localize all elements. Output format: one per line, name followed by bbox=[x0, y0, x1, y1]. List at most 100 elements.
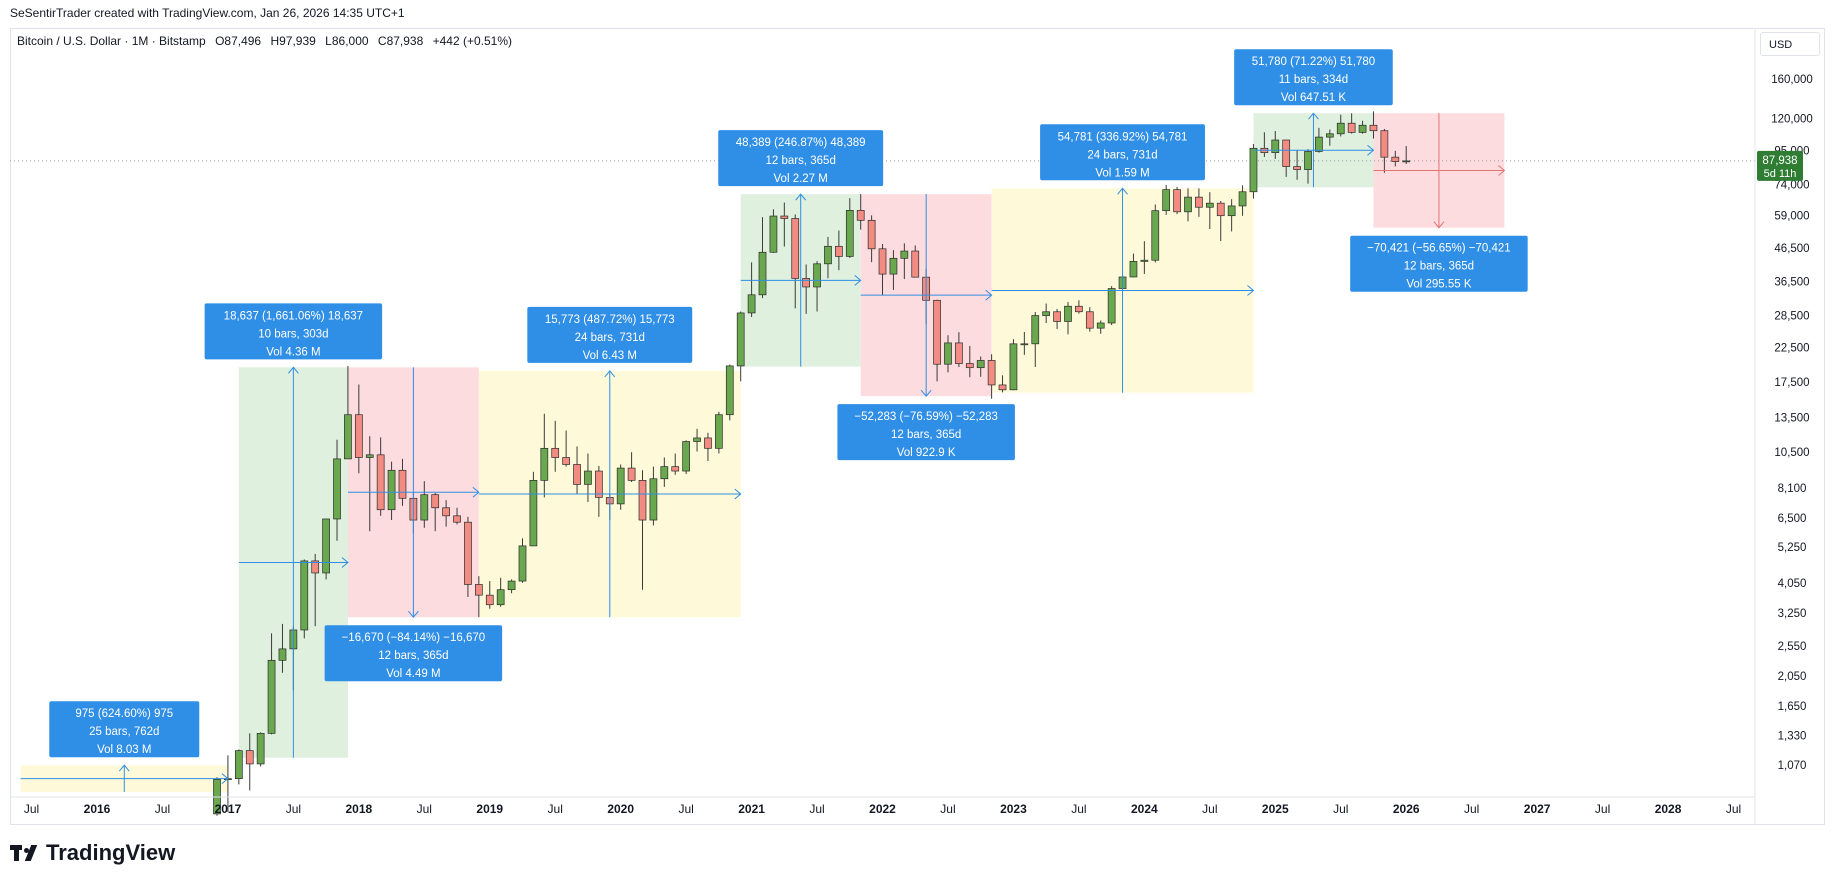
candle-2019-11 bbox=[595, 465, 603, 517]
candle-body bbox=[1195, 196, 1203, 208]
candle-body bbox=[344, 414, 352, 460]
candle-body bbox=[627, 467, 636, 481]
time-tick-14: Jul bbox=[940, 802, 955, 816]
candle-2024-08 bbox=[1216, 201, 1225, 242]
measurement-zones bbox=[20, 113, 1505, 792]
last-price-badge-bg bbox=[1757, 150, 1803, 181]
candle-2017-12 bbox=[344, 365, 352, 460]
time-tick-24: Jul bbox=[1595, 802, 1610, 816]
candle-body bbox=[1162, 189, 1171, 212]
candle-2023-05 bbox=[1053, 308, 1061, 329]
measurement-label-bg bbox=[1040, 124, 1205, 181]
candle-2021-04 bbox=[780, 202, 789, 247]
candle-2019-04 bbox=[518, 538, 527, 583]
candle-2018-10 bbox=[453, 507, 461, 525]
candle-body bbox=[431, 494, 440, 509]
candle-body bbox=[911, 250, 920, 278]
candle-body bbox=[1315, 136, 1323, 152]
measurement-label-line-2: 12 bars, 365d bbox=[378, 650, 448, 662]
candle-body bbox=[1282, 139, 1291, 167]
candle-2023-04 bbox=[1042, 303, 1051, 323]
candle-2019-02 bbox=[496, 577, 505, 607]
candle-body bbox=[387, 469, 396, 511]
measurement-label-line-3: Vol 2.27 M bbox=[774, 173, 828, 185]
measurement-arrowhead-6 bbox=[920, 389, 932, 397]
price-tick-3250: 3,250 bbox=[1778, 608, 1807, 620]
candle-2026-01 bbox=[1402, 146, 1411, 164]
candle-body bbox=[507, 580, 516, 591]
candle-body bbox=[616, 467, 625, 505]
time-tick-23: 2027 bbox=[1524, 802, 1551, 816]
candle-2021-07 bbox=[813, 261, 821, 312]
candle-body bbox=[704, 437, 712, 449]
time-tick-0: Jul bbox=[24, 802, 39, 816]
candle-2020-09 bbox=[704, 432, 712, 461]
measurement-label-line-2: 12 bars, 365d bbox=[1404, 261, 1474, 273]
time-tick-11: 2021 bbox=[738, 802, 765, 816]
candle-body bbox=[780, 215, 789, 219]
candle-body bbox=[1009, 343, 1018, 391]
candle-body bbox=[1271, 139, 1280, 153]
candle-2022-12 bbox=[998, 375, 1007, 393]
candle-2019-09 bbox=[573, 446, 581, 494]
candle-body bbox=[856, 209, 865, 221]
candle-body bbox=[562, 457, 570, 465]
candle-2020-03 bbox=[638, 470, 647, 590]
measurement-time-arrowhead-6 bbox=[985, 289, 993, 301]
ohlc-high: H97,939 bbox=[270, 34, 316, 48]
candle-2018-05 bbox=[398, 458, 407, 506]
candle-body bbox=[998, 384, 1007, 391]
measurement-label-line-2: 25 bars, 762d bbox=[89, 726, 159, 738]
candle-2020-04 bbox=[649, 466, 658, 526]
candle-body bbox=[965, 363, 974, 369]
measurement-time-arrowhead-5 bbox=[854, 274, 862, 286]
price-tick-1650: 1,650 bbox=[1778, 701, 1807, 713]
measurement-label-line-2: 10 bars, 303d bbox=[258, 328, 328, 340]
candle-2023-06 bbox=[1064, 302, 1072, 335]
candle-body bbox=[638, 479, 647, 521]
candle-body bbox=[835, 245, 843, 257]
candle-2017-02 bbox=[234, 749, 243, 785]
measurement-arrowhead-2 bbox=[287, 366, 299, 374]
candle-body bbox=[736, 312, 745, 367]
time-tick-21: 2026 bbox=[1393, 802, 1420, 816]
candle-body bbox=[1369, 124, 1378, 132]
candle-2022-10 bbox=[976, 356, 985, 377]
measurement-labels: 975 (624.60%) 975 25 bars, 762d Vol 8.03 M… bbox=[49, 49, 1528, 758]
measurement-label-line-1: 18,637 (1,661.06%) 18,637 bbox=[224, 310, 363, 322]
time-tick-16: Jul bbox=[1071, 802, 1086, 816]
candle-body bbox=[660, 466, 669, 480]
measurement-arrowhead-3 bbox=[408, 610, 419, 618]
candle-body bbox=[485, 594, 494, 606]
candle-body bbox=[1325, 133, 1334, 138]
measurement-label-line-1: −16,670 (−84.14%) −16,670 bbox=[342, 632, 486, 644]
candle-2025-06 bbox=[1325, 129, 1334, 146]
candle-body bbox=[944, 342, 952, 365]
currency-selector-button[interactable]: USD bbox=[1760, 32, 1820, 56]
time-tick-22: Jul bbox=[1464, 802, 1479, 816]
candle-2022-01 bbox=[878, 244, 887, 296]
chart-frame bbox=[10, 28, 1825, 825]
candle-body bbox=[234, 750, 243, 780]
candle-body bbox=[496, 589, 505, 606]
measurement-time-arrowhead-3 bbox=[472, 486, 480, 498]
candle-2025-12 bbox=[1391, 150, 1400, 167]
candle-body bbox=[311, 560, 320, 574]
candle-2025-08 bbox=[1347, 113, 1356, 134]
time-tick-10: Jul bbox=[678, 802, 693, 816]
candle-body bbox=[987, 360, 996, 386]
candle-2019-06 bbox=[540, 413, 549, 498]
measurement-label-line-3: Vol 8.03 M bbox=[97, 744, 151, 756]
price-tick-10500: 10,500 bbox=[1774, 447, 1809, 459]
symbol-legend[interactable]: Bitcoin / U.S. Dollar · 1M · Bitstamp O8… bbox=[17, 34, 518, 48]
measurement-label-line-3: Vol 4.49 M bbox=[386, 668, 440, 680]
candle-2020-08 bbox=[693, 428, 701, 452]
ohlc-change: +442 (+0.51%) bbox=[432, 34, 513, 48]
price-tick-2050: 2,050 bbox=[1778, 671, 1807, 683]
candle-2021-05 bbox=[791, 214, 800, 309]
candle-2017-05 bbox=[267, 633, 276, 735]
candle-body bbox=[1347, 122, 1356, 133]
measurement-label-line-3: Vol 922.9 K bbox=[897, 447, 956, 459]
